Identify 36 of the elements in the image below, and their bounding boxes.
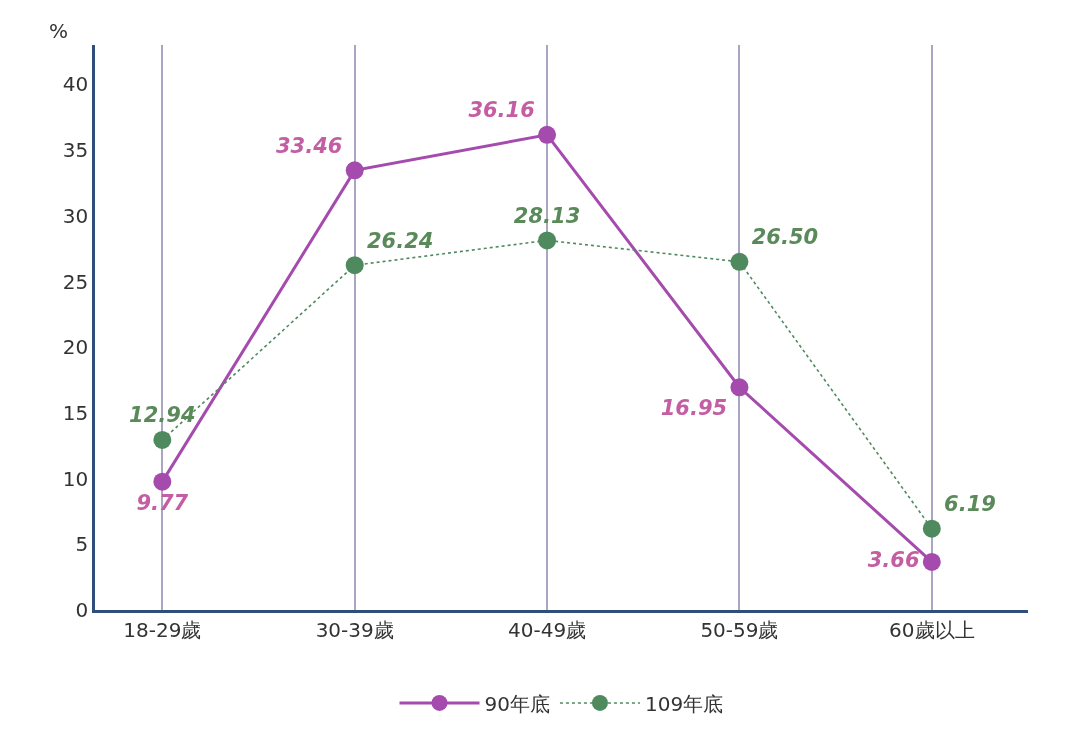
data-label: 6.19 <box>944 492 996 517</box>
legend-label: 109年底 <box>644 691 724 716</box>
data-label: 3.66 <box>867 548 920 573</box>
x-tick-label: 40-49歲 <box>508 617 587 642</box>
point <box>922 552 941 571</box>
point <box>345 161 364 180</box>
point <box>153 430 172 449</box>
point <box>922 519 941 538</box>
point <box>153 472 172 491</box>
y-tick-label: 20 <box>62 335 89 360</box>
legend-label: 90年底 <box>484 691 550 716</box>
y-axis-title: % <box>49 19 69 43</box>
y-tick-label: 25 <box>62 269 89 294</box>
y-tick-label: 40 <box>62 72 89 97</box>
data-label: 26.50 <box>751 225 819 250</box>
x-tick-label: 30-39歲 <box>315 617 394 642</box>
y-tick-label: 10 <box>62 466 89 491</box>
y-tick-label: 0 <box>75 598 89 622</box>
data-label: 16.95 <box>660 396 728 421</box>
y-tick-label: 30 <box>62 203 89 228</box>
point <box>538 231 557 250</box>
y-tick-label: 5 <box>75 532 89 557</box>
data-label: 28.13 <box>513 203 581 228</box>
data-label: 33.46 <box>276 133 343 158</box>
data-label: 26.24 <box>366 228 434 253</box>
x-tick-label: 60歲以上 <box>889 617 975 642</box>
x-tick-label: 50-59歲 <box>700 617 779 642</box>
y-tick-label: 15 <box>62 400 89 425</box>
x-tick-label: 18-29歲 <box>123 617 202 642</box>
point <box>345 256 364 275</box>
y-tick-label: 35 <box>62 138 89 163</box>
point <box>730 252 749 271</box>
point <box>538 125 557 144</box>
data-label: 12.94 <box>129 403 196 428</box>
data-label: 36.16 <box>468 98 535 123</box>
point <box>730 378 749 397</box>
